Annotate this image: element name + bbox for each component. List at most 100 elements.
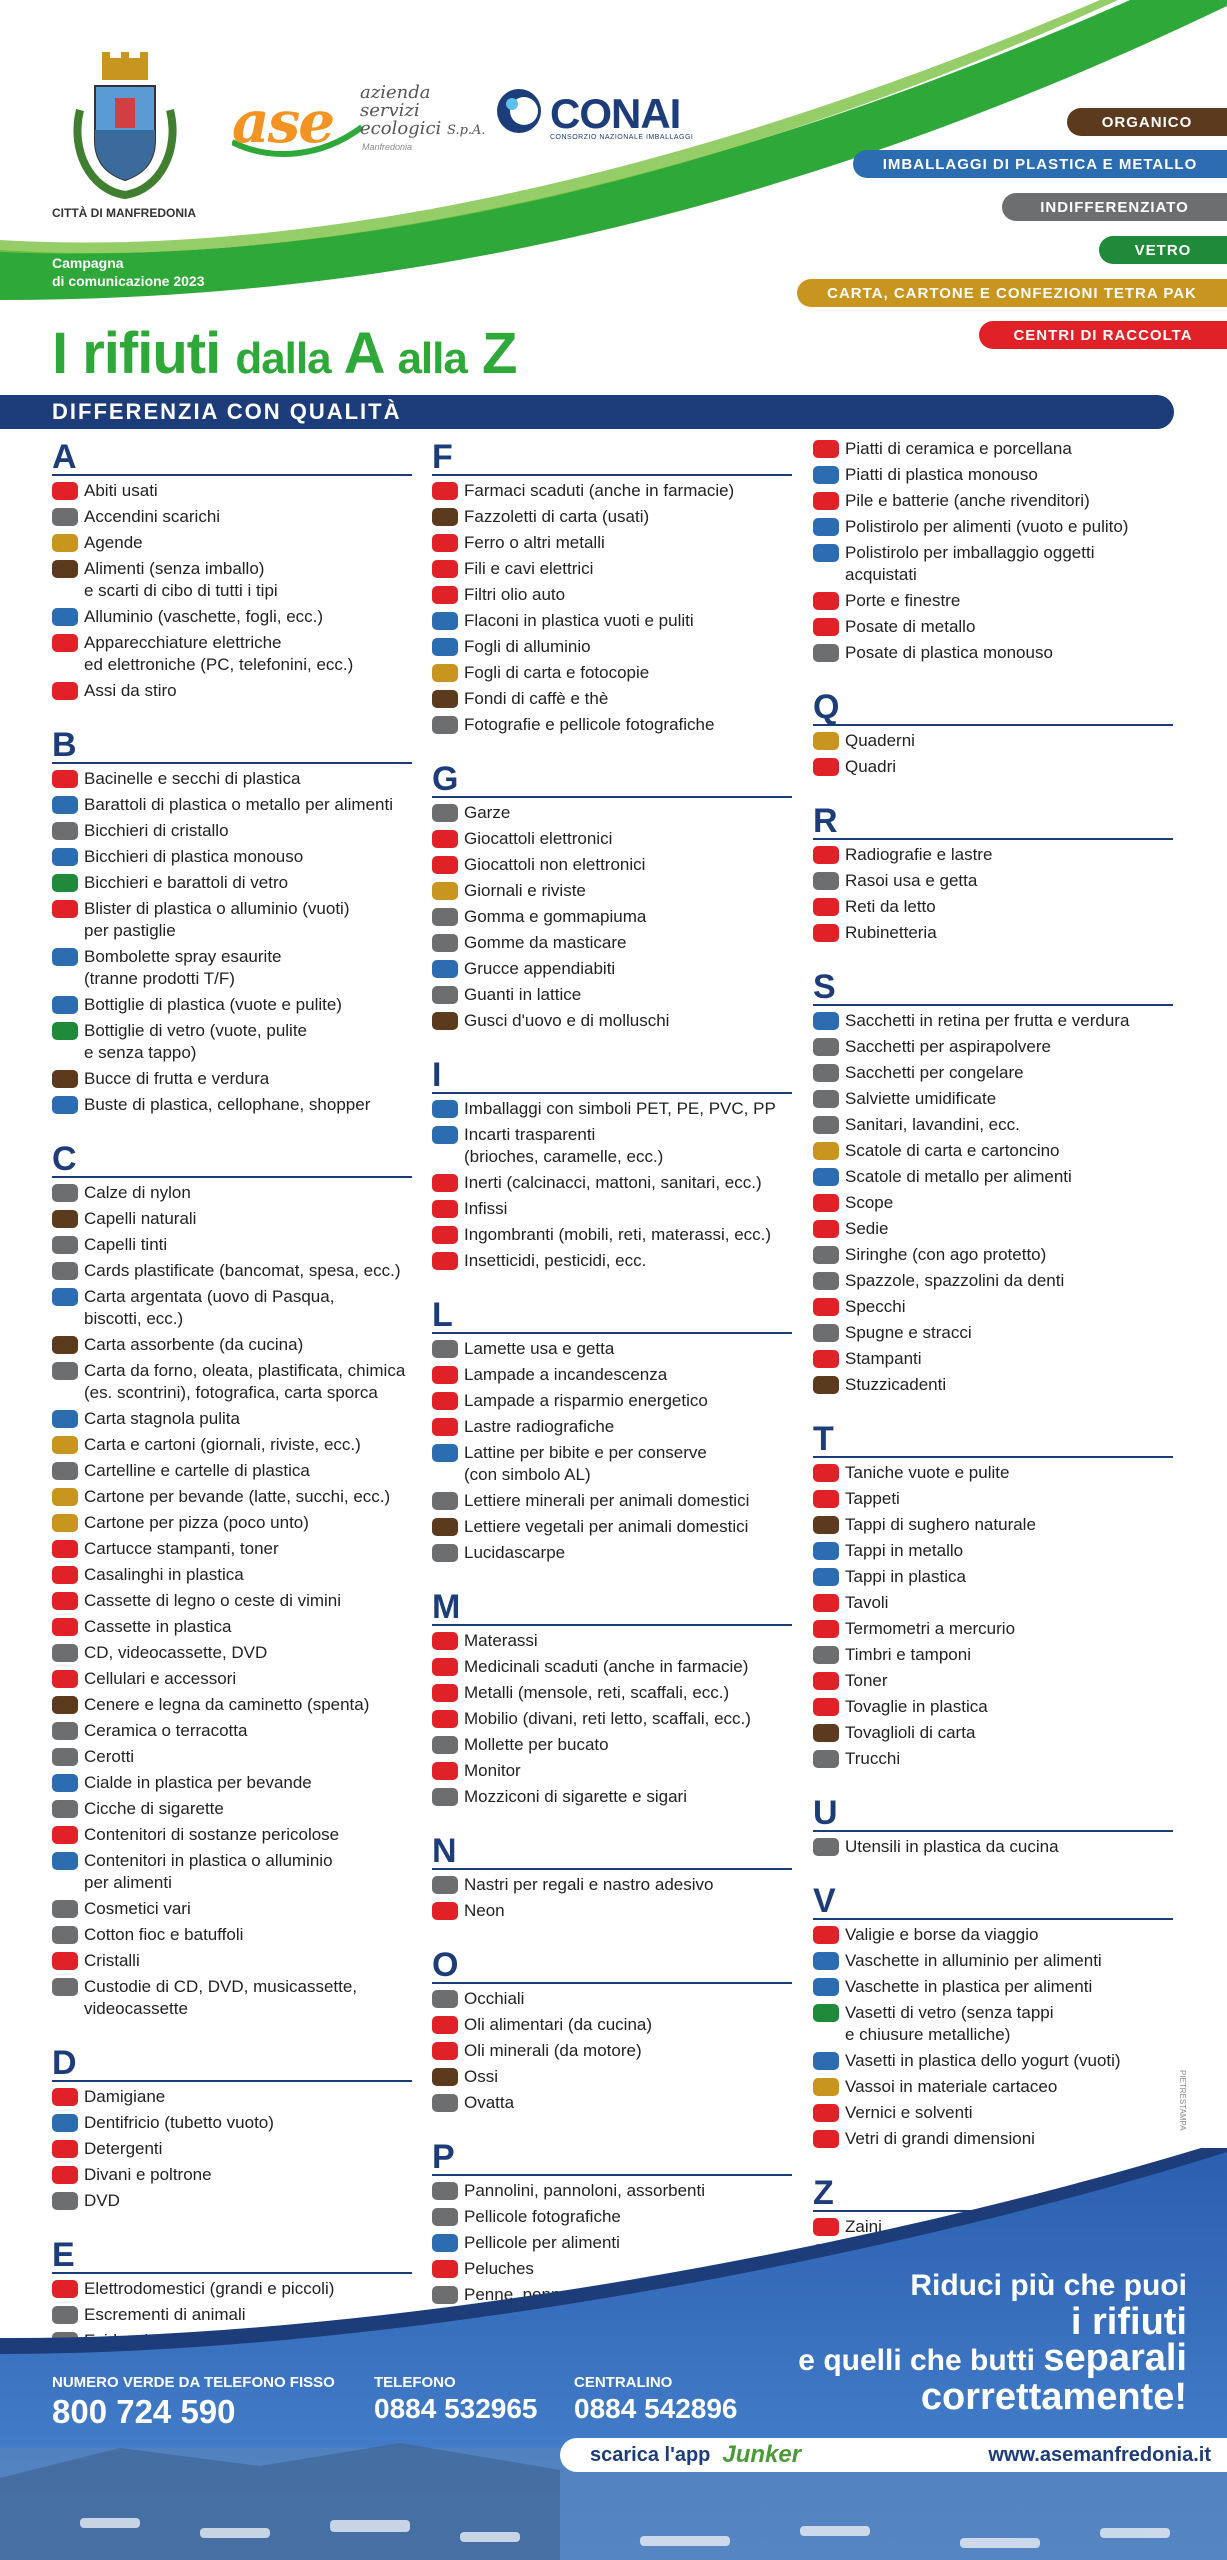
waste-item: Lettiere minerali per animali domestici <box>432 1490 792 1512</box>
waste-item-label: Bucce di frutta e verdura <box>84 1069 270 1088</box>
waste-item-label: Cartone per pizza (poco unto) <box>84 1513 309 1532</box>
junker-app-link[interactable]: Junker <box>722 2441 802 2468</box>
waste-item: Polistirolo per alimenti (vuoto e pulito… <box>813 516 1173 538</box>
waste-item-label: Incarti trasparenti (brioches, caramelle… <box>464 1125 664 1166</box>
category-swatch <box>52 682 78 700</box>
telefono: TELEFONO 0884 532965 <box>374 2374 538 2425</box>
waste-item: Termometri a mercurio <box>813 1618 1173 1640</box>
category-swatch <box>432 716 458 734</box>
legend-label: CENTRI DI RACCOLTA <box>1013 326 1193 344</box>
waste-item-label: Apparecchiature elettriche ed elettronic… <box>84 633 354 674</box>
category-swatch <box>52 996 78 1014</box>
category-swatch <box>432 2182 458 2200</box>
category-swatch <box>432 508 458 526</box>
section-letter: V <box>813 1882 1173 1920</box>
waste-item-label: Vernici e solventi <box>845 2103 973 2122</box>
section-a: A Abiti usati Accendini scarichi Agende Alim… <box>52 438 412 702</box>
waste-item-label: Custodie di CD, DVD, musicassette, video… <box>84 1977 358 2018</box>
waste-item-label: Porte e finestre <box>845 591 961 610</box>
waste-item: Cerotti <box>52 1746 412 1768</box>
waste-item: Cassette di legno o ceste di vimini <box>52 1590 412 1612</box>
category-swatch <box>813 1542 839 1560</box>
waste-item-label: Assi da stiro <box>84 681 177 700</box>
category-swatch <box>52 560 78 578</box>
section-letter: S <box>813 968 1173 1006</box>
waste-item-label: Dentifricio (tubetto vuoto) <box>84 2113 274 2132</box>
category-swatch <box>52 1436 78 1454</box>
waste-item: Vaschette in plastica per alimenti <box>813 1976 1173 1998</box>
centralino-number[interactable]: 0884 542896 <box>574 2393 738 2424</box>
category-swatch <box>813 518 839 536</box>
waste-item: Radiografie e lastre <box>813 844 1173 866</box>
waste-item: Carta stagnola pulita <box>52 1408 412 1430</box>
category-swatch <box>432 1632 458 1650</box>
waste-item-label: Vasetti in plastica dello yogurt (vuoti) <box>845 2051 1121 2070</box>
waste-item-label: Sacchetti per aspirapolvere <box>845 1037 1052 1056</box>
waste-item: Tappi di sughero naturale <box>813 1514 1173 1536</box>
waste-item: Cards plastificate (bancomat, spesa, ecc… <box>52 1260 412 1282</box>
category-swatch <box>432 2094 458 2112</box>
waste-item: Inerti (calcinacci, mattoni, sanitari, e… <box>432 1172 792 1194</box>
category-swatch <box>52 2306 78 2324</box>
waste-item: Damigiane <box>52 2086 412 2108</box>
section-letter: G <box>432 760 792 798</box>
numero-verde: NUMERO VERDE DA TELEFONO FISSO 800 724 5… <box>52 2374 335 2431</box>
category-swatch <box>432 1518 458 1536</box>
app-download-label: scarica l'app <box>590 2443 711 2466</box>
waste-item: Valigie e borse da viaggio <box>813 1924 1173 1946</box>
waste-item-label: Flaconi in plastica vuoti e puliti <box>464 611 694 630</box>
waste-item: Sacchetti in retina per frutta e verdura <box>813 1010 1173 1032</box>
category-swatch <box>813 592 839 610</box>
category-swatch <box>813 1246 839 1264</box>
category-swatch <box>52 1210 78 1228</box>
waste-item-label: Specchi <box>845 1297 906 1316</box>
waste-item-label: Carta argentata (uovo di Pasqua, biscott… <box>84 1287 335 1328</box>
waste-item: Mollette per bucato <box>432 1734 792 1756</box>
waste-item-label: Polistirolo per imballaggio oggetti acqu… <box>845 543 1095 584</box>
waste-item: Mobilio (divani, reti letto, scaffali, e… <box>432 1708 792 1730</box>
legend-imballaggi: IMBALLAGGI DI PLASTICA E METALLO <box>853 150 1227 178</box>
waste-item-label: Bacinelle e secchi di plastica <box>84 769 301 788</box>
waste-item: Carta da forno, oleata, plastificata, ch… <box>52 1360 412 1404</box>
waste-item: Cartucce stampanti, toner <box>52 1538 412 1560</box>
centralino: CENTRALINO 0884 542896 <box>574 2374 738 2425</box>
waste-item: Cartelline e cartelle di plastica <box>52 1460 412 1482</box>
waste-item: Guanti in lattice <box>432 984 792 1006</box>
ase-logo-text: ase <box>232 88 335 156</box>
numero-verde-label: NUMERO VERDE DA TELEFONO FISSO <box>52 2374 335 2391</box>
category-swatch <box>432 638 458 656</box>
waste-item-label: Quadri <box>845 757 897 776</box>
waste-item: Detergenti <box>52 2138 412 2160</box>
waste-item: Alluminio (vaschette, fogli, ecc.) <box>52 606 412 628</box>
category-swatch <box>52 634 78 652</box>
city-label: CITTÀ DI MANFREDONIA <box>52 206 196 220</box>
section-i: I Imballaggi con simboli PET, PE, PVC, PP… <box>432 1056 792 1272</box>
waste-item-label: Carta e cartoni (giornali, riviste, ecc.… <box>84 1435 361 1454</box>
telefono-label: TELEFONO <box>374 2374 456 2391</box>
category-swatch <box>813 1464 839 1482</box>
waste-item-label: Filtri olio auto <box>464 585 566 604</box>
category-swatch <box>813 1168 839 1186</box>
category-swatch <box>52 1022 78 1040</box>
category-swatch <box>813 1298 839 1316</box>
waste-item-label: Tappi in metallo <box>845 1541 964 1560</box>
waste-item-label: Salviette umidificate <box>845 1089 997 1108</box>
waste-item: Calze di nylon <box>52 1182 412 1204</box>
slogan-line3a: e quelli che butti <box>798 2344 1035 2377</box>
category-swatch <box>432 1684 458 1702</box>
category-swatch <box>432 1392 458 1410</box>
telefono-number[interactable]: 0884 532965 <box>374 2393 538 2424</box>
waste-item-label: Gusci d'uovo e di molluschi <box>464 1011 670 1030</box>
waste-item: Escrementi di animali <box>52 2304 412 2326</box>
waste-item: Bucce di frutta e verdura <box>52 1068 412 1090</box>
website-link[interactable]: www.asemanfredonia.it <box>988 2443 1211 2466</box>
waste-item-label: Oli alimentari (da cucina) <box>464 2015 653 2034</box>
waste-item: Capelli naturali <box>52 1208 412 1230</box>
waste-item-label: Spugne e stracci <box>845 1323 972 1342</box>
numero-verde-number[interactable]: 800 724 590 <box>52 2393 236 2430</box>
waste-item: Toner <box>813 1670 1173 1692</box>
category-swatch <box>813 2130 839 2148</box>
waste-item-label: Radiografie e lastre <box>845 845 993 864</box>
section-letter: O <box>432 1946 792 1984</box>
category-swatch <box>432 1876 458 1894</box>
